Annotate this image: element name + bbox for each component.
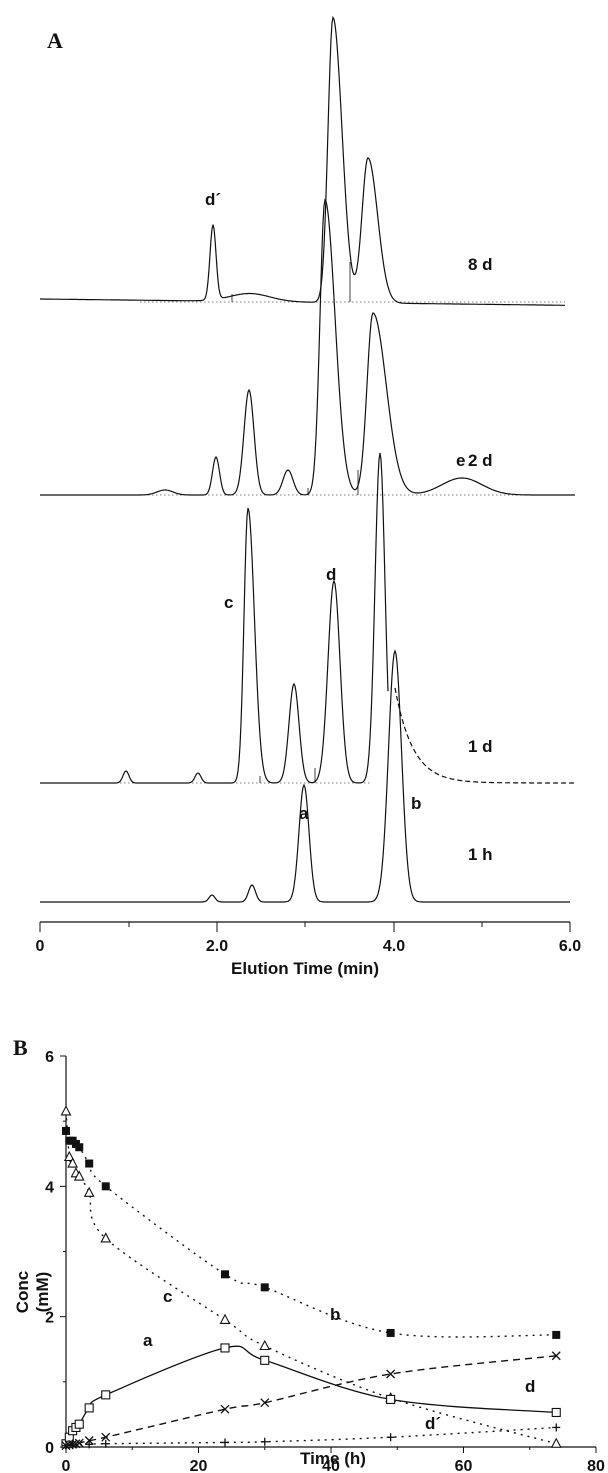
series-line-0 xyxy=(65,1111,557,1445)
trace-label-1d: 1 d xyxy=(468,737,493,756)
peak-label-b: b xyxy=(411,794,421,813)
data-point-x xyxy=(101,1432,111,1442)
data-point-open-triangle xyxy=(67,1157,79,1168)
data-point-plus xyxy=(62,1441,70,1450)
series-line-1 xyxy=(65,1130,557,1338)
data-point-open-triangle xyxy=(219,1313,231,1324)
panel-b-markers xyxy=(60,1105,562,1451)
data-point-plus xyxy=(221,1438,229,1447)
x-tick-label: 60 xyxy=(455,1458,473,1473)
data-point-open-triangle xyxy=(63,1150,75,1162)
panel-a-x-tick-6: 6.0 xyxy=(559,938,581,955)
curve-label-4: d´ xyxy=(425,1414,441,1433)
panel-a-x-tick-4: 4.0 xyxy=(383,938,405,955)
data-point-plus xyxy=(101,1439,110,1448)
data-point-open-triangle xyxy=(100,1232,112,1243)
data-point-plus xyxy=(386,1433,395,1442)
curve-label-0: a xyxy=(143,1331,153,1350)
data-point-x xyxy=(551,1351,561,1361)
curve-label-3: d xyxy=(525,1377,535,1396)
peak-label-e: e xyxy=(456,451,465,470)
data-point-open-triangle xyxy=(259,1339,271,1351)
x-tick-label: 0 xyxy=(62,1458,71,1473)
data-point-open-triangle xyxy=(83,1186,95,1197)
y-tick-label: 4 xyxy=(45,1179,54,1196)
integration-marks xyxy=(231,262,359,783)
peak-label-c: c xyxy=(224,593,233,612)
x-tick-label: 80 xyxy=(587,1458,605,1473)
chromatogram-trace-8d xyxy=(40,15,565,306)
panel-a-x-ticks xyxy=(39,922,571,932)
data-point-x xyxy=(74,1438,84,1448)
y-tick-label: 2 xyxy=(45,1310,54,1327)
trace-label-2d: 2 d xyxy=(468,451,493,470)
data-point-x xyxy=(260,1398,270,1408)
panel-a-x-axis-label: Elution Time (min) xyxy=(231,959,379,978)
data-point-x xyxy=(220,1404,230,1414)
chromatogram-trace-1h xyxy=(40,649,570,903)
data-point-plus xyxy=(260,1437,269,1446)
data-point-open-square xyxy=(101,1390,111,1400)
data-point-filled-square xyxy=(75,1143,84,1152)
panel-a-label: A xyxy=(47,28,63,53)
data-point-filled-square xyxy=(552,1330,561,1339)
data-point-open-triangle xyxy=(550,1437,562,1448)
panel-a-x-tick-2: 2.0 xyxy=(206,938,228,955)
panel-b-y-axis-label-conc: Conc xyxy=(13,1271,32,1314)
data-point-open-square xyxy=(84,1403,94,1413)
curve-label-1: b xyxy=(330,1305,340,1324)
peak-label-d: d xyxy=(326,565,336,584)
data-point-open-triangle xyxy=(60,1105,72,1116)
data-point-x xyxy=(386,1369,396,1379)
series-line-4 xyxy=(65,1426,557,1447)
chromatogram-trace-2d xyxy=(40,198,575,496)
data-point-filled-square xyxy=(85,1159,94,1168)
panel-b-label: B xyxy=(13,1035,28,1060)
panel-b-series-lines xyxy=(65,1111,557,1447)
data-point-filled-square xyxy=(386,1328,395,1337)
data-point-open-square xyxy=(74,1419,84,1429)
data-point-filled-square xyxy=(260,1283,269,1292)
data-point-open-square xyxy=(386,1394,396,1404)
data-point-plus xyxy=(552,1423,561,1432)
trace-label-8d: 8 d xyxy=(468,255,493,274)
data-point-open-square xyxy=(220,1343,230,1353)
peak-label-d-prime: d´ xyxy=(205,190,221,209)
data-point-filled-square xyxy=(221,1270,229,1279)
data-point-plus xyxy=(68,1441,77,1450)
panel-b-y-axis-label-unit: (mM) xyxy=(33,1272,52,1313)
panel-b-x-axis-label: Time (h) xyxy=(300,1449,366,1468)
data-point-filled-square xyxy=(62,1126,70,1135)
series-line-3 xyxy=(65,1355,557,1447)
chromatogram-trace-1d-tail xyxy=(394,687,575,784)
data-point-filled-square xyxy=(101,1182,110,1191)
data-point-open-square xyxy=(551,1407,561,1418)
data-point-open-square xyxy=(260,1355,270,1365)
x-tick-label: 20 xyxy=(190,1458,208,1473)
x-tick-label: 40 xyxy=(322,1458,340,1473)
data-point-plus xyxy=(85,1440,94,1449)
chromatogram-trace-1d xyxy=(40,452,389,784)
trace-label-1h: 1 h xyxy=(468,845,493,864)
peak-label-a: a xyxy=(299,804,309,823)
panel-a-x-tick-0: 0 xyxy=(36,938,45,955)
chromatogram-panel: A 8 d 2 d 1 d 1 h d´ e c d b a 0 2.0 4.0… xyxy=(36,15,581,978)
panel-b-curve-labels: a b c d d´ xyxy=(143,1287,535,1433)
curve-label-2: c xyxy=(163,1287,172,1306)
y-tick-label: 0 xyxy=(45,1440,54,1457)
data-point-open-triangle xyxy=(73,1170,85,1181)
y-tick-label: 6 xyxy=(45,1049,54,1066)
